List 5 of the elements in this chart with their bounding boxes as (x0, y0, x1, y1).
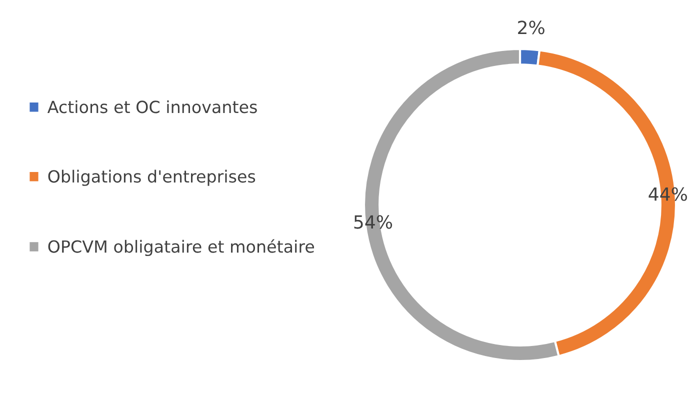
legend-label: Actions et OC innovantes (47, 100, 257, 114)
legend-label: Obligations d'entreprises (48, 170, 256, 186)
data-label: 2% (518, 20, 544, 34)
data-label: 54% (354, 215, 392, 229)
legend-label: OPCVM obligataire et monétaire (48, 239, 314, 256)
